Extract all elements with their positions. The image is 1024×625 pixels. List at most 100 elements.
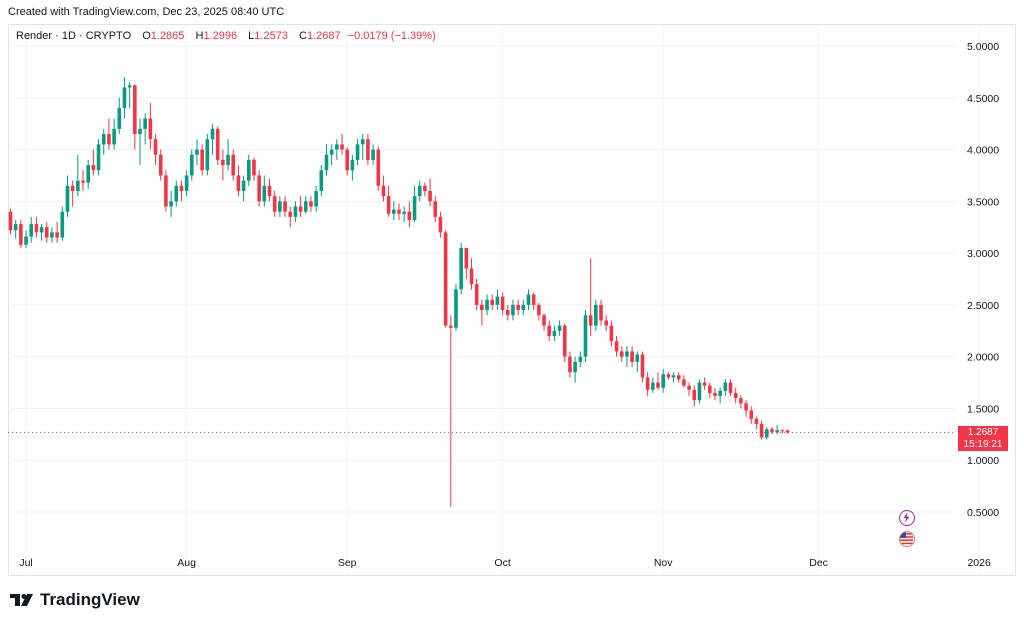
candle-body bbox=[184, 175, 189, 191]
candle-body bbox=[39, 227, 44, 233]
candle-body bbox=[86, 165, 90, 183]
candle-body bbox=[91, 165, 96, 171]
open-label: O bbox=[142, 30, 151, 42]
candle-body bbox=[635, 354, 640, 362]
candle-body bbox=[215, 128, 220, 160]
candle-body bbox=[355, 144, 360, 160]
candle-body bbox=[8, 211, 13, 231]
candle-body bbox=[764, 429, 769, 438]
us-flag-icon[interactable] bbox=[899, 531, 915, 547]
candle-body bbox=[692, 389, 697, 401]
candle-body bbox=[630, 351, 634, 362]
candle-body bbox=[656, 382, 660, 388]
candle-body bbox=[775, 430, 779, 433]
candle-body bbox=[252, 159, 256, 176]
y-tick-label: 0.5000 bbox=[967, 507, 999, 519]
candle-body bbox=[474, 284, 479, 305]
y-tick-label: 4.0000 bbox=[967, 145, 999, 157]
candle-body bbox=[682, 379, 686, 386]
candle-body bbox=[236, 175, 241, 191]
candle-body bbox=[303, 201, 308, 212]
y-tick-label: 4.5000 bbox=[967, 93, 999, 105]
candle-body bbox=[718, 390, 722, 397]
x-tick-label: 2026 bbox=[967, 557, 991, 569]
candle-body bbox=[594, 304, 598, 326]
high-label: H bbox=[195, 30, 204, 42]
lightning-icon[interactable] bbox=[899, 510, 915, 526]
candle-body bbox=[526, 294, 531, 305]
candle-body bbox=[376, 149, 381, 186]
logo-text: TradingView bbox=[40, 590, 140, 609]
candle-body bbox=[350, 159, 355, 171]
candle-body bbox=[231, 154, 236, 176]
candle-body bbox=[651, 382, 655, 390]
candle-body bbox=[293, 206, 298, 217]
candle-body bbox=[573, 361, 577, 373]
candle-body bbox=[278, 201, 282, 212]
candle-body bbox=[44, 227, 49, 238]
candle-body bbox=[495, 296, 500, 305]
candle-body bbox=[464, 247, 469, 269]
candle-body bbox=[469, 268, 474, 285]
candle-body bbox=[438, 216, 443, 233]
candle-body bbox=[257, 175, 261, 202]
candle-body bbox=[728, 382, 733, 393]
candle-body bbox=[107, 134, 111, 145]
candle-body bbox=[371, 149, 375, 160]
candle-body bbox=[345, 149, 349, 171]
candle-body bbox=[153, 139, 158, 155]
candle-body bbox=[671, 375, 676, 378]
candle-body bbox=[619, 351, 624, 357]
candle-body bbox=[143, 118, 147, 129]
candle-body bbox=[588, 315, 593, 326]
candle-body bbox=[676, 375, 681, 380]
tradingview-logo[interactable]: TradingView bbox=[10, 590, 140, 610]
candle-body bbox=[267, 185, 272, 197]
candle-body bbox=[205, 139, 210, 171]
candle-body bbox=[402, 211, 406, 214]
candle-body bbox=[500, 296, 505, 311]
candle-body bbox=[749, 410, 754, 419]
last-price-value: 1.2687 bbox=[967, 427, 999, 438]
candle-body bbox=[687, 385, 691, 390]
candle-body bbox=[226, 154, 230, 166]
y-tick-label: 1.5000 bbox=[967, 403, 999, 415]
x-tick-label: Dec bbox=[809, 557, 828, 569]
candle-body bbox=[562, 325, 567, 357]
y-axis: 5.0000 4.5000 4.0000 3.5000 3.0000 2.5000 2.00… bbox=[967, 41, 999, 519]
candle-body bbox=[744, 403, 748, 411]
candle-body bbox=[101, 134, 106, 145]
candle-body bbox=[158, 154, 163, 176]
candle-body bbox=[505, 310, 510, 316]
grid bbox=[8, 25, 980, 575]
candle-body bbox=[288, 211, 293, 217]
candle-body bbox=[785, 430, 790, 433]
low-value: 1.2573 bbox=[254, 30, 288, 42]
candle-body bbox=[490, 299, 495, 305]
candle-body bbox=[531, 294, 536, 305]
y-tick-label: 5.0000 bbox=[967, 41, 999, 53]
candle-body bbox=[272, 196, 277, 212]
candle-body bbox=[516, 304, 520, 311]
candle-body bbox=[324, 154, 329, 171]
candle-body bbox=[366, 139, 370, 160]
candle-body bbox=[262, 185, 267, 202]
candle-body bbox=[314, 190, 318, 207]
candle-body bbox=[480, 304, 484, 311]
candle-body bbox=[195, 149, 199, 155]
last-price-tag: 1.2687 15:19:21 bbox=[958, 426, 1008, 451]
candle-body bbox=[713, 392, 717, 397]
candle-body bbox=[423, 185, 427, 191]
high-value: 1.2996 bbox=[203, 30, 238, 42]
candle-body bbox=[770, 429, 774, 433]
candle-body bbox=[449, 325, 453, 328]
candle-body bbox=[739, 398, 743, 404]
candle-body bbox=[309, 201, 313, 207]
symbol-label: Render · 1D · CRYPTO bbox=[16, 30, 132, 42]
candle-body bbox=[697, 382, 702, 401]
candle-body bbox=[661, 374, 665, 388]
candle-body bbox=[70, 185, 75, 191]
chart-credit: Created with TradingView.com, Dec 23, 20… bbox=[8, 6, 285, 18]
candle-body bbox=[645, 377, 650, 390]
